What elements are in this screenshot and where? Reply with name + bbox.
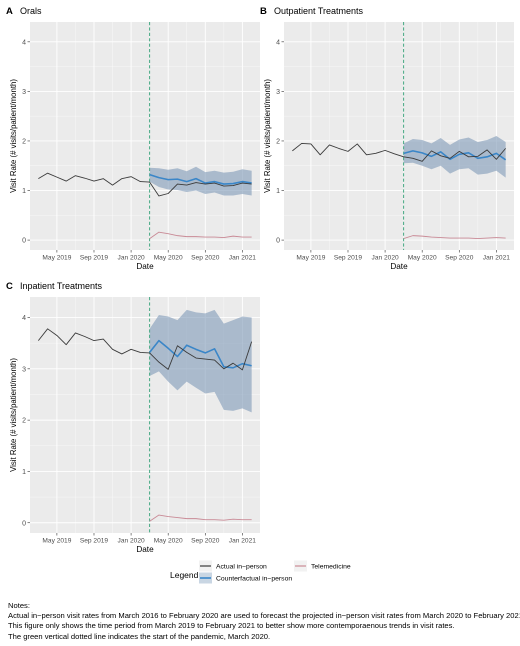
x-tick-label: Sep 2020	[445, 255, 474, 262]
y-tick-label: 4	[276, 39, 280, 46]
legend: Legend Actual in−person Counterfactual in−…	[170, 560, 351, 584]
x-tick-label: Jan 2020	[372, 255, 399, 262]
x-tick-label: Sep 2020	[191, 255, 220, 262]
notes-line: Actual in−person visit rates from March …	[8, 611, 520, 621]
x-tick-label: May 2019	[42, 255, 71, 262]
figure-notes: Notes: Actual in−person visit rates from…	[8, 601, 520, 642]
series-line-counterfactual	[149, 339, 252, 369]
plot-background	[284, 22, 514, 250]
plot-background	[30, 22, 260, 250]
chart-panel-c: C Inpatient Treatments 0 1 2 3 4 May 2019 Sep 20…	[6, 281, 260, 554]
x-axis-label: Date	[136, 545, 154, 554]
x-tick-label: Jan 2020	[118, 538, 145, 545]
notes-line: The green vertical dotted line indicates…	[8, 631, 271, 641]
series-line-telemedicine	[149, 231, 252, 239]
y-tick-label: 4	[22, 39, 26, 46]
x-tick-label: May 2019	[296, 255, 325, 262]
legend-item: Telemedicine	[294, 560, 351, 572]
series-line-actual	[37, 328, 253, 371]
legend-label: Actual in−person	[216, 564, 267, 571]
panel-letter: B	[260, 6, 267, 17]
panel-title: Inpatient Treatments	[20, 281, 103, 291]
y-tick-label: 2	[22, 139, 26, 146]
x-tick-label: May 2019	[42, 538, 71, 545]
y-tick-label: 1	[276, 188, 280, 195]
x-tick-label: May 2020	[408, 255, 437, 262]
legend-item: Actual in−person	[199, 560, 267, 572]
y-axis-label: Visit Rate (# visits/patient/month)	[9, 358, 18, 472]
x-tick-label: May 2020	[154, 255, 183, 262]
x-tick-label: Sep 2019	[80, 255, 109, 262]
chart-panel-b: B Outpatient Treatments 0 1 2 3 4 May 2019 Sep 2…	[260, 6, 514, 271]
notes-line: This figure only shows the time period f…	[8, 621, 455, 631]
x-axis-label: Date	[390, 262, 408, 271]
x-tick-label: Sep 2020	[191, 538, 220, 545]
y-tick-label: 1	[22, 469, 26, 476]
legend-label: Telemedicine	[311, 564, 351, 571]
legend-item: Counterfactual in−person	[199, 572, 292, 584]
x-tick-label: Jan 2021	[483, 255, 510, 262]
series-line-telemedicine	[149, 514, 252, 522]
x-tick-label: Sep 2019	[80, 538, 109, 545]
notes-heading: Notes:	[8, 601, 30, 610]
y-tick-label: 4	[22, 315, 26, 322]
y-axis-label: Visit Rate (# visits/patient/month)	[263, 79, 272, 193]
x-tick-label: Jan 2021	[229, 255, 256, 262]
y-tick-label: 2	[276, 139, 280, 146]
x-tick-label: Sep 2019	[334, 255, 363, 262]
y-tick-label: 1	[22, 188, 26, 195]
legend-title: Legend	[170, 570, 199, 580]
y-tick-label: 3	[276, 89, 280, 96]
series-line-actual	[38, 172, 252, 197]
x-tick-label: Jan 2020	[118, 255, 145, 262]
y-tick-label: 0	[22, 520, 26, 527]
x-tick-label: Jan 2021	[229, 538, 256, 545]
y-tick-label: 3	[22, 89, 26, 96]
panel-title: Outpatient Treatments	[274, 6, 364, 16]
y-axis-label: Visit Rate (# visits/patient/month)	[9, 79, 18, 193]
series-line-counterfactual	[403, 150, 507, 161]
y-tick-label: 3	[22, 366, 26, 373]
series-line-actual	[292, 142, 506, 162]
counterfactual-ci-band	[149, 309, 252, 413]
y-tick-label: 0	[22, 238, 26, 245]
series-line-counterfactual	[149, 173, 252, 185]
panel-letter: C	[6, 281, 13, 292]
legend-label: Counterfactual in−person	[216, 576, 292, 583]
y-tick-label: 2	[22, 418, 26, 425]
panel-title: Orals	[20, 6, 42, 16]
series-line-telemedicine	[403, 235, 506, 240]
y-tick-label: 0	[276, 238, 280, 245]
chart-panel-a: A Orals 0 1 2 3 4 May 2019 Sep 2019 Jan 2020 May 2…	[6, 6, 260, 271]
x-axis-label: Date	[136, 262, 154, 271]
x-tick-label: May 2020	[154, 538, 183, 545]
panel-letter: A	[6, 6, 13, 17]
